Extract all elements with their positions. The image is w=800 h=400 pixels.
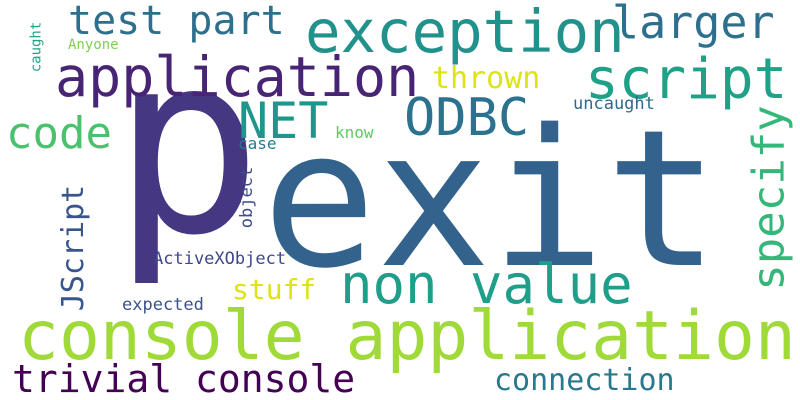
word-specify: specify — [743, 105, 795, 291]
word-console-application: console application — [18, 297, 796, 376]
word-non-value: non value — [340, 253, 633, 316]
word-thrown: thrown — [432, 61, 541, 96]
word-odbc: ODBC — [404, 88, 530, 148]
word-stuff: stuff — [232, 273, 317, 306]
word-exit: exit — [262, 89, 720, 310]
word-jscript: JScript — [56, 184, 92, 312]
word-object: object — [237, 166, 258, 229]
word-test-part: test part — [68, 0, 285, 44]
word-connection: connection — [494, 363, 675, 398]
word-case: case — [238, 134, 277, 153]
word-larger: larger — [612, 0, 775, 49]
word-anyone: Anyone — [68, 37, 119, 53]
word-uncaught: uncaught — [573, 94, 655, 114]
word-application: application — [55, 45, 420, 109]
word-script: script — [585, 47, 788, 112]
word-p: p — [112, 0, 263, 290]
word-know: know — [335, 123, 374, 142]
word-exception: exception — [305, 0, 625, 66]
word-caught: caught — [28, 21, 45, 73]
word-activexobject: ActiveXObject — [153, 249, 287, 269]
word-net: NET — [238, 92, 329, 150]
word-code: code — [6, 108, 112, 159]
word-expected: expected — [122, 295, 204, 315]
word-trivial-console: trivial console — [12, 357, 356, 400]
